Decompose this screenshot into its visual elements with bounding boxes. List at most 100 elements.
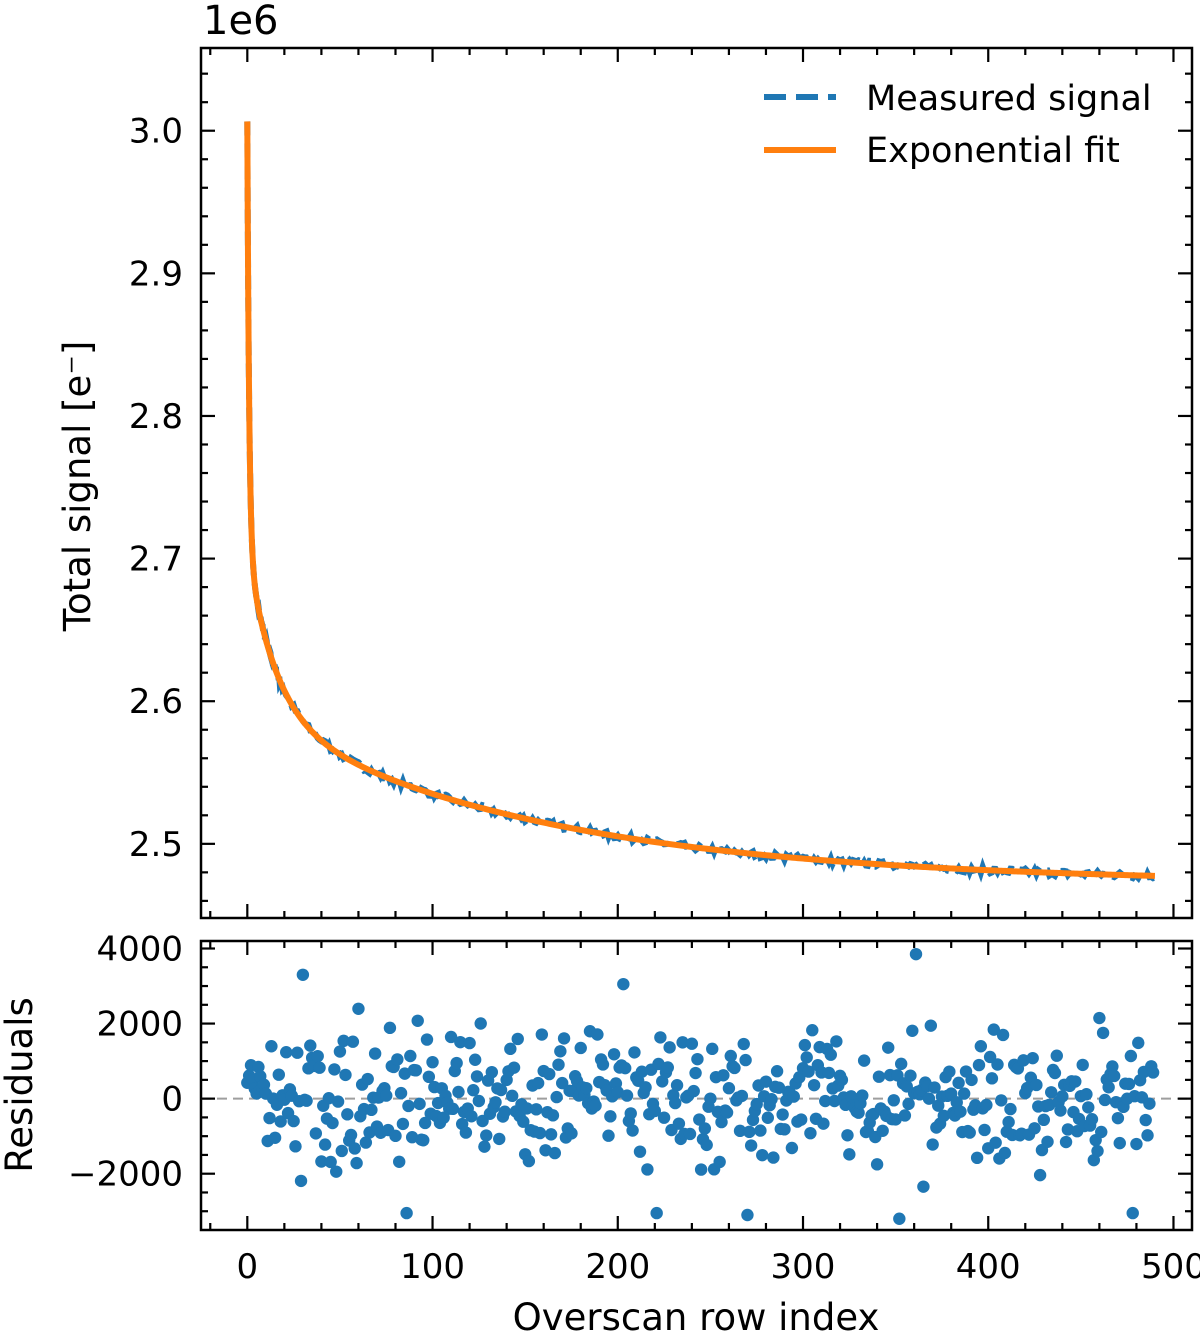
residual-point: [706, 1042, 719, 1056]
residual-point: [661, 1061, 674, 1074]
residual-point: [565, 1127, 578, 1140]
residual-point: [522, 1154, 536, 1168]
residual-point: [1076, 1058, 1089, 1072]
residual-point: [589, 1099, 602, 1112]
top-panel: 2.5 2.6 2.7 2.8 2.9 3.0 1e6 Total signal [e⁻]…: [56, 0, 1194, 920]
bottom-y-tick-label: 0: [161, 1080, 183, 1120]
residual-point: [835, 1073, 849, 1087]
residual-point: [263, 1111, 276, 1125]
residual-point: [535, 1028, 549, 1041]
residual-point: [304, 1039, 317, 1052]
residual-point: [744, 1139, 758, 1152]
x-axis-label: Overscan row index: [513, 1296, 880, 1338]
residual-point: [402, 1099, 415, 1113]
residual-point: [294, 1174, 308, 1188]
residual-point: [807, 1078, 821, 1092]
residual-point: [1002, 1115, 1015, 1129]
residual-point: [713, 1155, 726, 1169]
residual-point: [505, 1089, 519, 1103]
residual-point: [639, 1081, 652, 1094]
residual-point: [324, 1155, 337, 1169]
residual-point: [554, 1045, 567, 1058]
residual-point: [693, 1113, 706, 1126]
residual-point: [733, 1124, 747, 1138]
residual-point: [1080, 1088, 1093, 1101]
residual-point: [591, 1028, 604, 1041]
residual-point: [556, 1076, 569, 1090]
residual-point: [872, 1070, 886, 1083]
residual-point: [620, 1089, 634, 1102]
residual-point: [756, 1148, 769, 1162]
residual-point: [1091, 1144, 1104, 1158]
residual-point: [830, 1035, 843, 1048]
residual-point: [507, 1061, 521, 1074]
residual-point: [328, 1063, 341, 1076]
residual-point: [743, 1125, 756, 1139]
residual-point: [952, 1076, 965, 1090]
residual-point: [341, 1108, 354, 1121]
top-axes-frame: [199, 46, 1194, 920]
residual-point: [776, 1108, 789, 1121]
residual-point: [450, 1056, 463, 1070]
residual-point: [685, 1037, 699, 1050]
residual-point: [350, 1156, 363, 1170]
residual-point: [670, 1079, 684, 1092]
bottom-panel: −2000 0 2000 4000 0 100 200 300 400 500 Residual…: [0, 930, 1200, 1338]
x-tick-label: 200: [585, 1247, 650, 1287]
residual-point: [365, 1103, 378, 1117]
residual-point: [889, 1113, 902, 1126]
residual-point: [413, 1097, 426, 1111]
residual-point: [296, 968, 310, 981]
residual-point: [533, 1126, 547, 1140]
residual-point: [335, 1144, 348, 1158]
residual-point: [817, 1117, 830, 1130]
residual-point: [676, 1036, 689, 1049]
residual-point: [444, 1030, 458, 1044]
residual-point: [739, 1053, 752, 1067]
residual-point: [544, 1128, 558, 1141]
residual-point: [893, 1212, 906, 1225]
residual-point: [280, 1046, 293, 1059]
residual-point: [987, 1023, 1000, 1036]
residual-point: [806, 1023, 819, 1037]
residual-point: [446, 1102, 460, 1116]
residual-point: [926, 1138, 939, 1151]
residual-point: [272, 1068, 285, 1081]
offset-label: 1e6: [203, 0, 279, 44]
residual-point: [417, 1134, 430, 1147]
residual-point: [480, 1129, 493, 1142]
residual-point: [989, 1136, 1002, 1149]
residual-point: [1093, 1011, 1106, 1025]
residual-point: [452, 1085, 465, 1099]
bottom-minor-ticks: [201, 941, 1192, 1230]
residual-point: [804, 1126, 817, 1140]
residual-point: [400, 1206, 413, 1220]
residual-point: [978, 1123, 991, 1137]
residual-point: [995, 1094, 1008, 1107]
residual-point: [715, 1115, 728, 1129]
residual-point: [728, 1061, 741, 1075]
residual-point: [922, 1092, 936, 1105]
residual-point: [1059, 1135, 1073, 1149]
residual-point: [287, 1114, 300, 1128]
residual-point: [470, 1070, 484, 1083]
exponential-fit-line: [244, 121, 1156, 879]
residual-point: [822, 1066, 836, 1080]
residual-point: [1122, 1077, 1136, 1091]
residual-point: [724, 1049, 737, 1063]
residual-point: [819, 1094, 832, 1108]
residual-point: [359, 1136, 373, 1149]
residual-point: [802, 1065, 815, 1078]
residual-point: [618, 1061, 632, 1075]
residual-point: [772, 1081, 786, 1094]
residual-point: [550, 1090, 563, 1104]
residual-point: [1041, 1135, 1054, 1148]
x-tick-label: 500: [1141, 1247, 1200, 1287]
residual-point: [750, 1097, 763, 1111]
residual-point: [628, 1046, 641, 1059]
residual-point: [741, 1208, 754, 1222]
residual-point: [472, 1094, 486, 1108]
bottom-x-tick-labels: 0 100 200 300 400 500: [236, 1247, 1200, 1287]
residual-point: [928, 1081, 941, 1094]
